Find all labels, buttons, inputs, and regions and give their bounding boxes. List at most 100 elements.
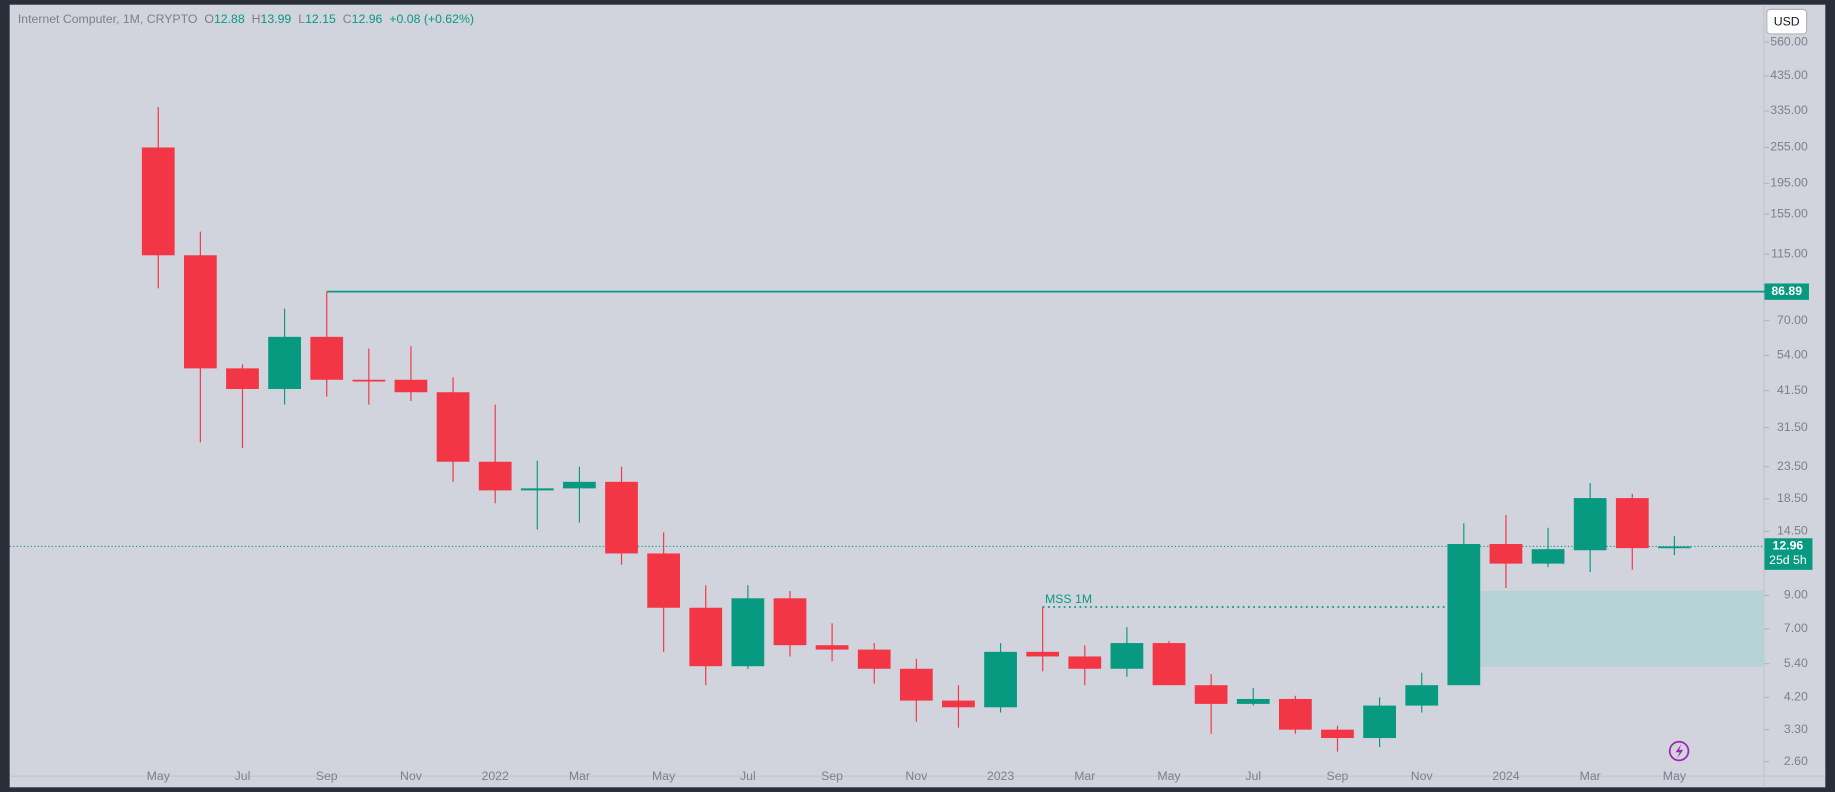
- candle-body: [1068, 656, 1102, 669]
- x-tick-label: Nov: [400, 769, 423, 783]
- y-tick-label: 255.00: [1770, 140, 1808, 154]
- candle-body: [1278, 698, 1312, 730]
- x-tick-label: Sep: [1327, 769, 1349, 783]
- candle-body: [1236, 698, 1270, 704]
- y-tick-label: 195.00: [1770, 176, 1808, 190]
- candle-body: [436, 392, 470, 462]
- legend: Internet Computer, 1M, CRYPTO O12.88 H13.9…: [18, 12, 474, 26]
- candle-body: [1110, 643, 1144, 669]
- x-tick-label: Nov: [1411, 769, 1434, 783]
- candle-body: [647, 553, 681, 608]
- candle-body: [1405, 685, 1439, 706]
- x-tick-label: Mar: [569, 769, 590, 783]
- symbol: Internet Computer, 1M, CRYPTO: [18, 12, 198, 26]
- y-tick-label: 14.50: [1777, 524, 1808, 538]
- close-letter: C: [343, 12, 352, 26]
- y-tick-label: 54.00: [1777, 348, 1808, 362]
- x-tick-label: 2023: [987, 769, 1014, 783]
- candle-body: [1026, 651, 1060, 657]
- zone: [1480, 590, 1765, 667]
- x-tick-label: 2024: [1492, 769, 1519, 783]
- y-tick-label: 7.00: [1784, 621, 1808, 635]
- y-tick-label: 435.00: [1770, 68, 1808, 82]
- low-value: 12.15: [305, 12, 336, 26]
- candle-body: [773, 598, 807, 646]
- candle-body: [1615, 498, 1649, 549]
- candle-body: [1152, 643, 1186, 686]
- candle-body: [1573, 498, 1607, 551]
- y-tick-label: 41.50: [1777, 383, 1808, 397]
- candle-body: [226, 368, 259, 390]
- candle-body: [268, 336, 301, 390]
- x-tick-label: 2022: [482, 769, 509, 783]
- candle-body: [1447, 544, 1481, 686]
- x-tick-label: Jul: [740, 769, 756, 783]
- candle-body: [942, 700, 975, 708]
- candle-body: [478, 461, 512, 491]
- alert-bolt: [1675, 744, 1684, 759]
- y-tick-label: 18.50: [1777, 491, 1808, 505]
- y-tick-label: 560.00: [1770, 34, 1808, 48]
- candle-body: [605, 481, 638, 554]
- change: +0.08 (+0.62%): [389, 12, 474, 26]
- y-tick-label: 70.00: [1777, 313, 1808, 327]
- level-tag: [1764, 283, 1809, 300]
- low-letter: L: [298, 12, 305, 26]
- y-tick-label: 2.60: [1784, 754, 1808, 768]
- currency-label[interactable]: USD: [1774, 14, 1800, 28]
- high-letter: H: [252, 12, 261, 26]
- candle-body: [1531, 549, 1565, 564]
- y-tick-label: 155.00: [1770, 206, 1808, 220]
- candle-body: [141, 147, 175, 256]
- y-tick-label: 115.00: [1771, 246, 1808, 260]
- x-tick-label: May: [1157, 769, 1181, 783]
- y-tick-label: 3.30: [1784, 722, 1808, 736]
- candle-body: [689, 607, 723, 667]
- x-tick-label: Mar: [1580, 769, 1601, 783]
- y-tick-label: 4.20: [1784, 690, 1808, 704]
- y-tick-label: 9.00: [1784, 588, 1808, 602]
- candle-body: [310, 336, 344, 380]
- level-label: 86.89: [1771, 284, 1802, 298]
- candle-body: [899, 668, 933, 701]
- x-tick-label: Jul: [235, 769, 251, 783]
- close-value: 12.96: [352, 12, 383, 26]
- open-value: 12.88: [214, 12, 245, 26]
- x-tick-label: May: [147, 769, 171, 783]
- candle-body: [1194, 685, 1228, 704]
- candle-body: [394, 379, 428, 393]
- y-tick-label: 5.40: [1784, 656, 1808, 670]
- currency-button[interactable]: [1766, 8, 1808, 35]
- candle-body: [563, 481, 596, 489]
- x-tick-label: Jul: [1245, 769, 1261, 783]
- x-tick-label: May: [1663, 769, 1687, 783]
- x-tick-label: May: [652, 769, 676, 783]
- alert-icon[interactable]: [1668, 740, 1690, 762]
- candle-body: [1658, 546, 1691, 549]
- plot-layer: 2.60 3.30 4.20 5.40 7.00 9.00 14.50 18.50 23.50 3…: [9, 34, 1813, 783]
- x-tick-label: Sep: [316, 769, 338, 783]
- candle-body: [984, 651, 1017, 708]
- level-annotation: MSS 1M: [1045, 592, 1092, 606]
- candle-body: [857, 649, 891, 669]
- x-tick-label: Nov: [905, 769, 928, 783]
- candle-body: [1363, 705, 1396, 739]
- x-tick-label: Sep: [821, 769, 843, 783]
- countdown: 25d 5h: [1769, 553, 1807, 567]
- candle-body: [1489, 544, 1523, 564]
- candle-body: [1321, 729, 1354, 739]
- high-value: 13.99: [261, 12, 292, 26]
- candle-body: [352, 379, 386, 382]
- y-tick-label: 23.50: [1777, 459, 1808, 473]
- price-tag: [1764, 538, 1813, 570]
- candle-body: [815, 645, 849, 650]
- candle-body: [520, 488, 554, 491]
- candle-body: [731, 598, 765, 667]
- y-tick-label: 335.00: [1770, 103, 1808, 117]
- open-letter: O: [204, 12, 214, 26]
- y-tick-label: 31.50: [1777, 420, 1808, 434]
- price-tag-value: 12.96: [1773, 539, 1804, 553]
- x-tick-label: Mar: [1074, 769, 1095, 783]
